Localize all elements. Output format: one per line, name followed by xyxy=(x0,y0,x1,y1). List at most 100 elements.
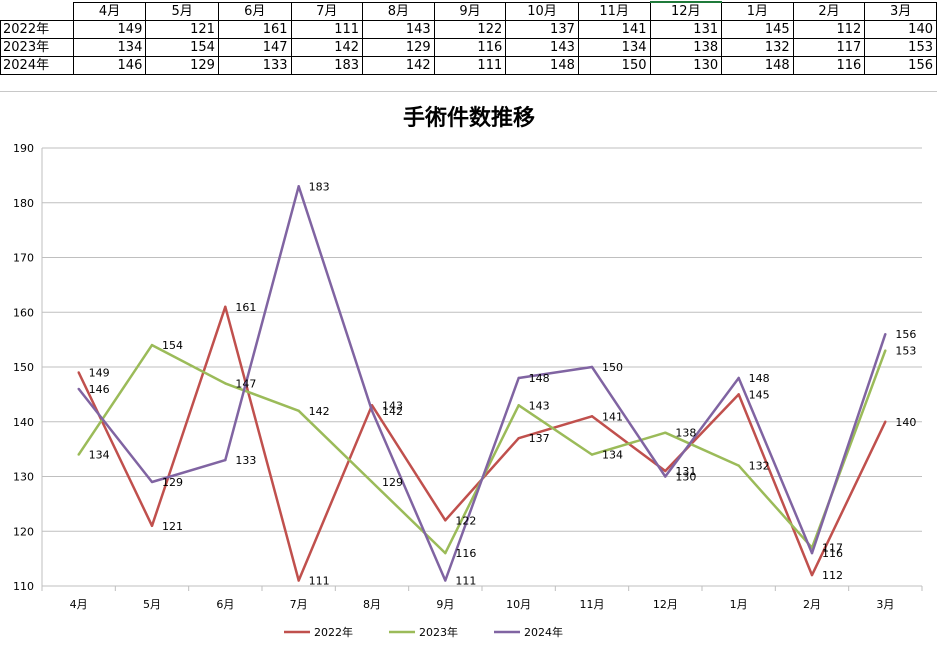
month-header-cell[interactable]: 2月 xyxy=(792,1,866,21)
x-tick-label: 6月 xyxy=(216,598,234,611)
data-point xyxy=(370,409,374,412)
value-cell[interactable]: 121 xyxy=(145,20,219,39)
data-point xyxy=(77,371,80,374)
value-cell[interactable]: 130 xyxy=(649,56,723,75)
row-label-cell[interactable]: 2024年 xyxy=(0,56,74,75)
value-cell[interactable]: 147 xyxy=(217,38,292,57)
month-header-cell[interactable]: 5月 xyxy=(145,1,219,21)
row-label-cell[interactable]: 2023年 xyxy=(0,38,74,57)
value-cell[interactable]: 122 xyxy=(433,20,507,39)
month-header-cell[interactable]: 10月 xyxy=(505,1,579,21)
data-point xyxy=(884,349,887,352)
data-label: 117 xyxy=(822,542,843,555)
month-header-cell[interactable]: 1月 xyxy=(721,1,794,21)
data-label: 137 xyxy=(529,432,550,445)
value-cell[interactable]: 134 xyxy=(72,38,147,57)
data-label: 145 xyxy=(749,388,770,401)
spreadsheet-area: 4月 5月 6月 7月 8月 9月 10月 11月 12月 1月 2月 3月 2… xyxy=(0,0,937,92)
data-label: 150 xyxy=(602,361,623,374)
x-tick-label: 8月 xyxy=(363,598,381,611)
data-point xyxy=(444,519,447,522)
y-tick-label: 160 xyxy=(13,306,34,319)
value-cell[interactable]: 156 xyxy=(864,56,937,75)
value-cell[interactable]: 129 xyxy=(145,56,219,75)
value-cell[interactable]: 150 xyxy=(577,56,651,75)
y-axis-tick-labels: 110 120 130 140 150 160 170 180 190 xyxy=(13,142,34,593)
x-axis: 4月 5月 6月 7月 8月 9月 10月 11月 12月 1月 2月 3月 xyxy=(41,148,923,611)
data-point xyxy=(150,343,154,347)
month-header-cell-selected[interactable]: 12月 xyxy=(649,1,723,21)
data-point xyxy=(590,415,594,418)
value-cell[interactable]: 145 xyxy=(721,20,794,39)
value-cell[interactable]: 138 xyxy=(649,38,723,57)
x-tick-label: 2月 xyxy=(803,598,821,611)
data-point xyxy=(77,387,80,391)
value-cell[interactable]: 149 xyxy=(72,20,147,39)
line-chart[interactable]: 手術件数推移 110 120 130 140 150 160 170 180 190 4月 5月 6… xyxy=(0,92,937,654)
value-cell[interactable]: 146 xyxy=(72,56,147,75)
data-point xyxy=(810,551,814,555)
value-cell[interactable]: 116 xyxy=(433,38,507,57)
value-cell[interactable]: 142 xyxy=(362,56,435,75)
value-cell[interactable]: 131 xyxy=(649,20,723,39)
data-label: 142 xyxy=(309,405,330,418)
value-cell[interactable]: 117 xyxy=(792,38,866,57)
y-tick-label: 120 xyxy=(13,525,34,538)
value-cell[interactable]: 143 xyxy=(362,20,435,39)
value-cell[interactable]: 134 xyxy=(577,38,651,57)
month-header-cell[interactable]: 4月 xyxy=(72,1,147,21)
header-corner-cell[interactable] xyxy=(0,2,74,21)
table-row-2022: 2022年 149 121 161 111 143 122 137 141 13… xyxy=(0,20,937,39)
value-cell[interactable]: 133 xyxy=(217,56,292,75)
legend: 2022年 2023年 2024年 xyxy=(284,625,563,639)
value-cell[interactable]: 132 xyxy=(721,38,794,57)
value-cell[interactable]: 148 xyxy=(505,56,579,75)
data-label: 129 xyxy=(162,476,183,489)
value-cell[interactable]: 154 xyxy=(145,38,219,57)
data-point xyxy=(444,551,447,555)
value-cell[interactable]: 143 xyxy=(505,38,579,57)
value-cell[interactable]: 137 xyxy=(505,20,579,39)
data-label: 143 xyxy=(382,399,403,412)
data-label: 183 xyxy=(309,180,330,193)
data-point xyxy=(150,480,154,484)
data-point xyxy=(884,420,887,423)
value-cell[interactable]: 153 xyxy=(864,38,937,57)
data-label: 133 xyxy=(235,454,256,467)
month-header-cell[interactable]: 3月 xyxy=(864,1,937,21)
data-point xyxy=(224,382,227,385)
month-header-cell[interactable]: 9月 xyxy=(433,1,507,21)
month-header-cell[interactable]: 8月 xyxy=(362,1,435,21)
month-header-cell[interactable]: 6月 xyxy=(217,1,292,21)
data-label: 121 xyxy=(162,520,183,533)
legend-label: 2023年 xyxy=(419,625,458,639)
table-row-2023: 2023年 134 154 147 142 129 116 143 134 13… xyxy=(0,38,937,57)
value-cell[interactable]: 111 xyxy=(290,20,364,39)
month-header-cell[interactable]: 7月 xyxy=(290,1,364,21)
table-row-2024: 2024年 146 129 133 183 142 111 148 150 13… xyxy=(0,56,937,75)
value-cell[interactable]: 183 xyxy=(290,56,364,75)
data-label: 148 xyxy=(529,372,550,385)
data-point xyxy=(517,436,520,440)
data-label: 148 xyxy=(749,372,770,385)
data-label: 156 xyxy=(895,328,916,341)
chart-area xyxy=(0,92,937,654)
value-cell[interactable]: 148 xyxy=(721,56,794,75)
value-cell[interactable]: 161 xyxy=(217,20,292,39)
value-cell[interactable]: 116 xyxy=(792,56,866,75)
y-tick-label: 170 xyxy=(13,252,34,265)
header-row: 4月 5月 6月 7月 8月 9月 10月 11月 12月 1月 2月 3月 xyxy=(0,1,937,21)
value-cell[interactable]: 141 xyxy=(577,20,651,39)
value-cell[interactable]: 129 xyxy=(362,38,435,57)
data-label: 149 xyxy=(89,366,110,379)
value-cell[interactable]: 111 xyxy=(433,56,507,75)
value-cell[interactable]: 140 xyxy=(864,20,937,39)
y-tick-label: 190 xyxy=(13,142,34,155)
row-label-cell[interactable]: 2022年 xyxy=(0,20,74,39)
month-header-cell[interactable]: 11月 xyxy=(577,1,651,21)
value-cell[interactable]: 112 xyxy=(792,20,866,39)
y-tick-label: 150 xyxy=(13,361,34,374)
series-line-2 xyxy=(77,185,887,582)
value-cell[interactable]: 142 xyxy=(290,38,364,57)
data-label: 134 xyxy=(602,449,623,462)
